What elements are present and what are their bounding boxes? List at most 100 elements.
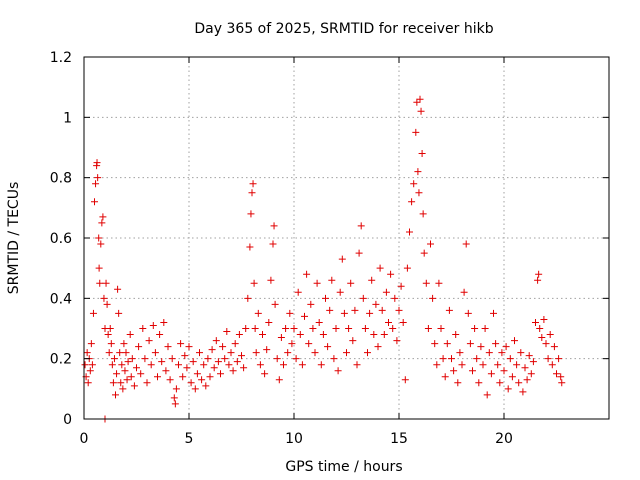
data-point: [97, 240, 105, 248]
data-point: [441, 373, 449, 381]
data-point: [536, 325, 544, 332]
data-point: [477, 343, 485, 351]
data-point: [113, 370, 121, 378]
data-point: [238, 352, 245, 360]
data-point: [87, 340, 95, 348]
data-point: [525, 352, 533, 360]
data-point: [250, 279, 258, 287]
data-point: [277, 334, 285, 342]
y-tick-label: 0.4: [50, 291, 72, 307]
data-point: [229, 367, 237, 375]
data-point: [246, 243, 254, 251]
data-point: [452, 331, 460, 339]
data-point: [83, 349, 91, 357]
data-point: [544, 355, 552, 363]
data-point: [301, 312, 308, 320]
data-point: [294, 288, 302, 296]
y-tick-label: 0.8: [50, 171, 72, 187]
data-point: [431, 340, 439, 348]
data-point: [270, 222, 278, 230]
data-point: [100, 294, 108, 302]
data-point: [326, 306, 334, 314]
data-point: [147, 361, 155, 369]
data-point: [517, 349, 525, 357]
data-point: [454, 379, 462, 387]
data-point: [550, 343, 558, 351]
data-point: [156, 331, 164, 339]
data-point: [242, 325, 250, 332]
data-point: [361, 325, 369, 332]
data-point: [196, 349, 203, 357]
data-point: [212, 337, 220, 345]
data-point: [345, 325, 353, 332]
data-point: [92, 180, 100, 188]
data-point: [498, 349, 506, 357]
data-point: [94, 174, 102, 182]
data-point: [548, 361, 556, 369]
data-point: [145, 337, 153, 345]
data-point: [464, 309, 472, 317]
data-point: [366, 309, 374, 317]
gridlines: [84, 57, 609, 419]
data-point: [364, 349, 371, 357]
data-point: [151, 349, 159, 357]
data-point: [108, 361, 116, 369]
data-point: [368, 276, 376, 284]
data-point: [406, 228, 413, 236]
data-point: [143, 379, 151, 387]
data-point: [102, 279, 110, 287]
data-point: [378, 306, 386, 314]
data-point: [408, 198, 416, 206]
data-point: [104, 331, 112, 339]
data-point: [351, 306, 359, 314]
data-point: [271, 300, 279, 308]
data-point: [387, 270, 395, 278]
data-point: [322, 294, 329, 302]
data-point: [557, 373, 565, 381]
data-point: [127, 373, 135, 381]
data-point: [263, 346, 271, 354]
data-point: [538, 334, 546, 342]
data-point: [139, 325, 147, 332]
data-point: [128, 355, 136, 363]
data-point: [208, 346, 216, 354]
data-point: [183, 364, 191, 372]
data-point: [225, 361, 233, 369]
data-point: [99, 213, 107, 221]
data-point: [416, 95, 424, 103]
data-point: [523, 376, 531, 384]
data-point: [284, 349, 292, 357]
data-point: [439, 355, 447, 363]
data-point: [181, 352, 189, 360]
data-point: [160, 318, 168, 326]
data-point: [91, 198, 98, 206]
data-point: [471, 325, 479, 332]
data-point: [204, 355, 212, 363]
data-point: [385, 318, 392, 326]
data-point: [261, 370, 269, 378]
data-point: [247, 210, 255, 218]
data-point: [275, 376, 283, 384]
data-point: [162, 367, 170, 375]
data-point: [506, 355, 514, 363]
data-point: [265, 318, 273, 326]
data-point: [419, 210, 427, 218]
data-point: [235, 331, 243, 339]
data-point: [269, 240, 277, 248]
data-point: [500, 367, 508, 375]
data-point: [296, 331, 304, 339]
data-point: [240, 364, 248, 372]
data-point: [109, 379, 117, 387]
data-point: [317, 361, 325, 369]
data-point: [89, 309, 97, 317]
data-point: [330, 355, 338, 363]
data-point: [460, 288, 468, 296]
data-point: [172, 385, 180, 393]
data-point: [137, 370, 145, 378]
data-point: [519, 388, 527, 396]
data-point: [418, 150, 426, 158]
data-point: [185, 343, 193, 351]
data-point: [466, 340, 474, 348]
data-point: [193, 370, 201, 378]
data-point: [395, 306, 403, 314]
